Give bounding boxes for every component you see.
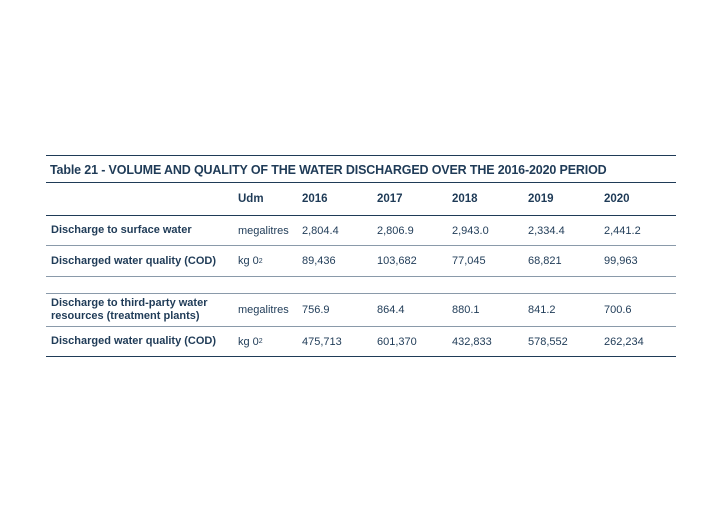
cell-2020: 262,234 xyxy=(604,335,644,348)
row-label: Discharge to third-party water resources… xyxy=(51,297,208,322)
row-udm: megalitres xyxy=(238,304,289,316)
cell-2016: 89,436 xyxy=(302,255,336,267)
header-udm: Udm xyxy=(238,193,264,205)
cell-2020: 700.6 xyxy=(604,304,632,316)
cell-2019: 2,334.4 xyxy=(528,224,565,237)
cell-2019: 68,821 xyxy=(528,255,562,267)
row-udm: megalitres xyxy=(238,224,289,237)
cell-2017: 601,370 xyxy=(377,335,417,348)
cell-2016: 756.9 xyxy=(302,304,330,316)
header-year-2017: 2017 xyxy=(377,193,403,205)
cell-2018: 77,045 xyxy=(452,255,486,267)
cell-2020: 2,441.2 xyxy=(604,224,641,237)
cell-2016: 475,713 xyxy=(302,335,342,348)
cell-2017: 103,682 xyxy=(377,255,417,267)
table-row: Discharge to third-party water resources… xyxy=(46,294,676,327)
cell-2018: 880.1 xyxy=(452,304,480,316)
row-label: Discharged water quality (COD) xyxy=(51,335,217,347)
table-title: Table 21 - VOLUME AND QUALITY OF THE WAT… xyxy=(46,156,676,183)
cell-2018: 2,943.0 xyxy=(452,224,489,237)
section-spacer xyxy=(46,277,676,294)
cell-2017: 864.4 xyxy=(377,304,405,316)
header-year-2020: 2020 xyxy=(604,193,630,205)
row-label: Discharged water quality (COD) xyxy=(51,254,217,267)
header-year-2016: 2016 xyxy=(302,193,328,205)
title-top-rule xyxy=(46,155,676,156)
cell-2019: 841.2 xyxy=(528,304,556,316)
cell-2018: 432,833 xyxy=(452,335,492,348)
table-row: Discharge to surface water megalitres 2,… xyxy=(46,216,676,246)
row-label: Discharge to surface water xyxy=(51,224,192,236)
cell-2020: 99,963 xyxy=(604,255,638,267)
cell-2019: 578,552 xyxy=(528,335,568,348)
table-header-row: Udm 2016 2017 2018 2019 2020 xyxy=(46,183,676,216)
udm-subscript: 2 xyxy=(258,338,263,345)
water-discharge-table: Table 21 - VOLUME AND QUALITY OF THE WAT… xyxy=(46,155,676,357)
udm-subscript: 2 xyxy=(258,257,263,265)
cell-2017: 2,806.9 xyxy=(377,224,414,237)
cell-2016: 2,804.4 xyxy=(302,224,339,237)
header-year-2018: 2018 xyxy=(452,193,478,205)
header-year-2019: 2019 xyxy=(528,193,554,205)
